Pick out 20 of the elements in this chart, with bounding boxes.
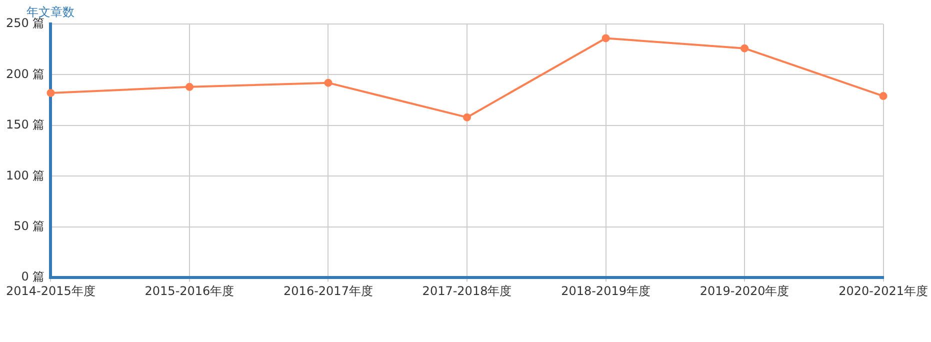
point	[602, 34, 610, 42]
y-tick-label: 250 篇	[6, 16, 45, 30]
y-tick-label: 150 篇	[6, 118, 45, 132]
y-tick-label: 200 篇	[6, 66, 45, 81]
point	[740, 44, 749, 52]
point	[879, 92, 888, 100]
x-tick-label: 2018-2019年度	[561, 284, 650, 298]
point	[463, 113, 472, 122]
y-tick-label: 50 篇	[14, 219, 45, 234]
x-tick-label: 2016-2017年度	[284, 284, 373, 298]
x-tick-label: 2014-2015年度	[6, 284, 96, 298]
y-tick-label: 100 篇	[6, 168, 45, 182]
point	[185, 82, 194, 91]
x-tick-label: 2019-2020年度	[700, 284, 790, 298]
x-tick-label: 2015-2016年度	[144, 284, 234, 298]
point	[46, 88, 55, 97]
y-tick-label: 0 篇	[21, 270, 45, 284]
x-tick-label: 2020-2021年度	[838, 284, 928, 298]
x-tick-label: 2017-2018年度	[422, 284, 512, 298]
point	[324, 78, 332, 87]
